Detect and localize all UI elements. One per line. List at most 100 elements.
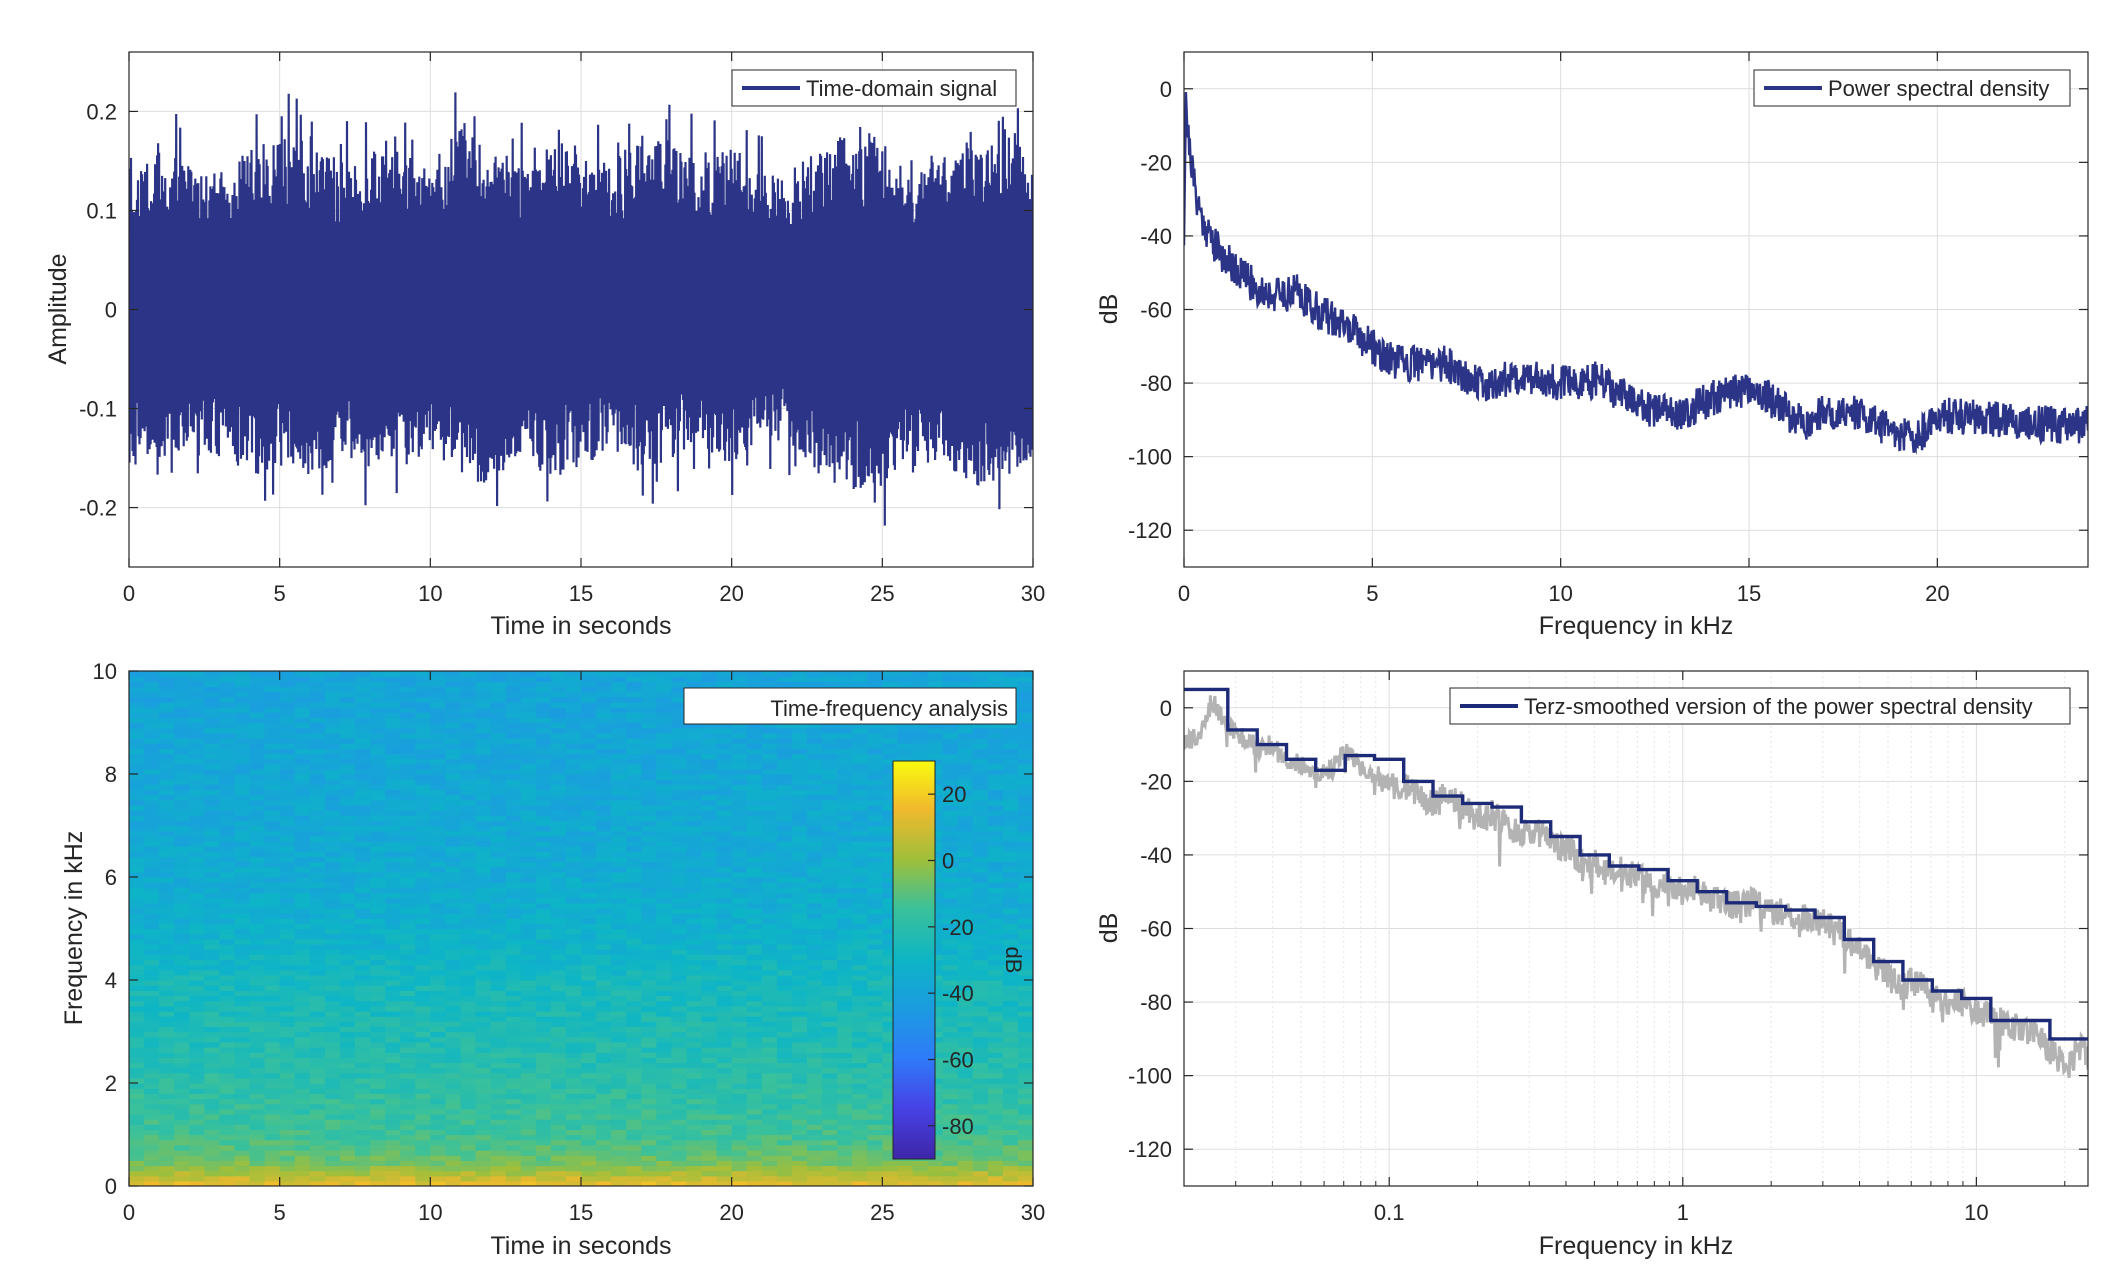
heatmap-cell (294, 1026, 311, 1033)
heatmap-cell (581, 1108, 597, 1115)
heatmap-cell (807, 877, 823, 883)
heatmap-cell (385, 1083, 401, 1089)
heatmap-cell (189, 1139, 205, 1146)
heatmap-cell (882, 820, 898, 827)
heatmap-cell (189, 1010, 205, 1017)
heatmap-cell (490, 1180, 507, 1186)
heatmap-cell (249, 1139, 266, 1146)
heatmap-cell (987, 774, 1004, 780)
heatmap-cell (701, 794, 718, 801)
heatmap-cell (671, 820, 688, 827)
heatmap-cell (972, 784, 989, 791)
heatmap-cell (204, 887, 220, 894)
heatmap-cell (324, 1031, 341, 1038)
heatmap-cell (957, 804, 974, 811)
heatmap-cell (656, 1144, 672, 1151)
heatmap-cell (475, 954, 492, 961)
heatmap-cell (370, 1124, 386, 1130)
heatmap-cell (807, 1098, 823, 1105)
heatmap-cell (249, 1062, 266, 1069)
heatmap-cell (581, 1180, 597, 1186)
heatmap-cell (822, 923, 838, 930)
heatmap-cell (370, 1005, 386, 1012)
heatmap-cell (129, 1165, 145, 1172)
heatmap-cell (581, 866, 597, 873)
heatmap-cell (957, 1016, 974, 1022)
heatmap-cell (1017, 1077, 1033, 1084)
heatmap-cell (550, 1175, 567, 1182)
heatmap-cell (294, 784, 311, 791)
heatmap-cell (987, 1144, 1004, 1151)
heatmap-cell (746, 1160, 763, 1167)
heatmap-cell (249, 990, 266, 997)
heatmap-cell (159, 1155, 175, 1161)
heatmap-cell (686, 1016, 703, 1022)
heatmap-cell (204, 964, 220, 971)
heatmap-cell (430, 1155, 446, 1161)
heatmap-cell (987, 1124, 1004, 1130)
heatmap-cell (656, 1052, 672, 1058)
heatmap-cell (731, 1077, 748, 1084)
heatmap-cell (204, 990, 220, 997)
heatmap-cell (445, 1041, 462, 1048)
heatmap-cell (324, 1134, 341, 1141)
heatmap-cell (234, 846, 251, 852)
heatmap-cell (776, 1098, 793, 1105)
heatmap-cell (370, 897, 386, 904)
heatmap-cell (942, 954, 959, 961)
heatmap-cell (415, 964, 431, 971)
heatmap-cell (279, 784, 296, 791)
heatmap-cell (355, 913, 371, 919)
heatmap-cell (972, 964, 989, 971)
heatmap-cell (174, 980, 190, 986)
heatmap-cell (656, 907, 672, 914)
heatmap-cell (807, 815, 823, 821)
heatmap-cell (656, 1129, 672, 1136)
heatmap-cell (415, 799, 431, 806)
heatmap-cell (761, 1016, 778, 1022)
heatmap-cell (339, 784, 356, 791)
heatmap-cell (234, 897, 251, 904)
heatmap-cell (656, 1119, 672, 1125)
heatmap-cell (837, 1083, 853, 1089)
heatmap-cell (204, 897, 220, 904)
heatmap-cell (535, 810, 552, 816)
heatmap-cell (686, 887, 703, 894)
heatmap-cell (867, 913, 883, 919)
heatmap-cell (596, 799, 612, 806)
heatmap-cell (957, 918, 974, 924)
heatmap-cell (671, 1150, 688, 1156)
heatmap-cell (822, 933, 838, 940)
heatmap-cell (430, 928, 446, 935)
heatmap-cell (867, 799, 883, 806)
heatmap-cell (550, 887, 567, 894)
heatmap-cell (475, 1155, 492, 1161)
heatmap-cell (746, 1134, 763, 1141)
heatmap-cell (174, 810, 190, 816)
heatmap-cell (264, 1047, 281, 1053)
heatmap-cell (309, 1165, 326, 1172)
heatmap-cell (400, 913, 416, 919)
heatmap-cell (882, 774, 898, 780)
heatmap-cell (807, 882, 823, 888)
heatmap-cell (807, 1150, 823, 1156)
heatmap-cell (234, 1150, 251, 1156)
heatmap-cell (445, 1062, 462, 1069)
heatmap-cell (611, 1093, 627, 1100)
heatmap-cell (596, 1180, 612, 1186)
heatmap-cell (867, 1047, 883, 1053)
heatmap-cell (596, 768, 612, 775)
heatmap-cell (144, 959, 160, 966)
heatmap-cell (309, 985, 326, 991)
heatmap-cell (339, 902, 356, 909)
heatmap-cell (159, 763, 175, 770)
heatmap-cell (716, 799, 733, 806)
heatmap-cell (370, 1088, 386, 1094)
heatmap-cell (942, 774, 959, 780)
heatmap-cell (686, 856, 703, 863)
heatmap-cell (671, 1036, 688, 1043)
heatmap-cell (611, 1036, 627, 1043)
heatmap-cell (837, 887, 853, 894)
heatmap-cell (129, 938, 145, 945)
heatmap-cell (987, 866, 1004, 873)
